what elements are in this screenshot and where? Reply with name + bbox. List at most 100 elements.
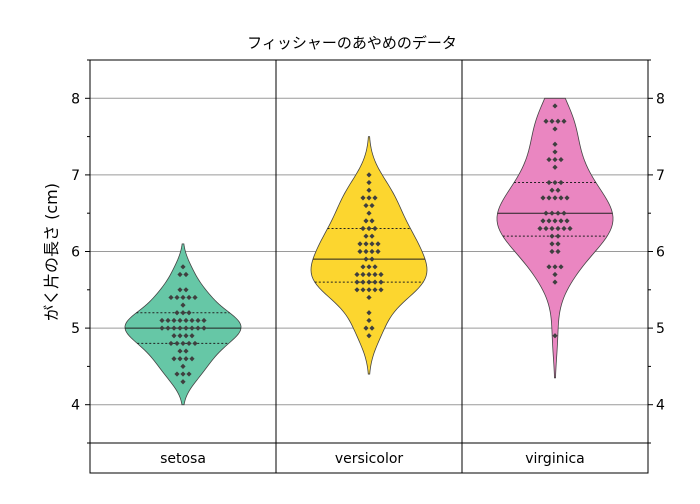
data-point: [366, 271, 372, 278]
data-point: [171, 333, 177, 339]
data-point: [369, 218, 375, 224]
data-point: [366, 172, 372, 178]
data-point: [552, 141, 558, 147]
data-point: [201, 325, 207, 331]
data-point: [552, 218, 558, 224]
y-tick-label-right: 4: [656, 398, 665, 414]
data-point: [549, 248, 555, 255]
category-label-versicolor: versicolor: [335, 451, 404, 467]
data-point: [180, 363, 186, 369]
data-point: [372, 264, 378, 270]
data-point: [186, 371, 192, 377]
data-point: [369, 248, 375, 255]
data-point: [183, 325, 189, 331]
data-point: [555, 225, 561, 232]
y-axis-label: がく片の長さ (cm): [42, 183, 61, 321]
data-point: [354, 279, 360, 285]
data-point: [369, 233, 375, 239]
data-point: [561, 225, 567, 232]
data-point: [564, 195, 570, 201]
data-point: [366, 179, 372, 186]
y-ticks: 4 4 5 5 6 6 7 7 8 8: [71, 59, 665, 444]
data-point: [369, 325, 375, 331]
data-point: [180, 379, 186, 385]
data-point: [372, 287, 378, 293]
data-point: [183, 271, 189, 278]
data-point: [372, 279, 378, 285]
data-point: [546, 264, 552, 270]
data-point: [558, 218, 564, 224]
data-point: [558, 179, 564, 186]
data-point: [369, 202, 375, 209]
violin-body-versicolor: [310, 136, 428, 375]
data-point: [546, 218, 552, 224]
data-point: [366, 294, 372, 301]
violin-body-virginica: [496, 97, 614, 379]
data-point: [171, 317, 177, 324]
data-point: [165, 317, 171, 324]
data-point: [192, 294, 198, 301]
data-point: [540, 218, 546, 224]
data-point: [372, 225, 378, 232]
data-point: [189, 333, 195, 339]
category-labels: setosa versicolor virginica: [160, 451, 585, 467]
data-point: [552, 333, 558, 339]
y-tick-label-left: 7: [71, 168, 80, 184]
data-point: [360, 225, 366, 232]
data-point: [177, 317, 183, 324]
data-point: [546, 179, 552, 186]
data-point: [177, 348, 183, 354]
data-point: [549, 225, 555, 232]
data-point: [561, 118, 567, 124]
y-tick-label-left: 4: [71, 398, 80, 414]
data-point: [177, 271, 183, 278]
data-point: [558, 156, 564, 163]
data-point: [201, 317, 207, 324]
data-point: [546, 195, 552, 201]
data-point: [366, 187, 372, 193]
data-point: [555, 248, 561, 255]
data-point: [366, 333, 372, 339]
data-point: [171, 356, 177, 362]
data-point: [360, 264, 366, 270]
data-point: [354, 271, 360, 278]
data-point: [549, 241, 555, 247]
data-point: [552, 179, 558, 186]
data-point: [366, 225, 372, 232]
data-point: [375, 248, 381, 255]
data-point: [180, 340, 186, 347]
data-point: [195, 325, 201, 331]
data-point: [540, 195, 546, 201]
data-point: [177, 325, 183, 331]
data-point: [372, 195, 378, 201]
data-point: [552, 195, 558, 201]
data-point: [363, 233, 369, 239]
data-point: [186, 294, 192, 301]
data-point: [366, 210, 372, 216]
data-point: [552, 164, 558, 170]
data-point: [360, 271, 366, 278]
data-point: [552, 271, 558, 278]
y-tick-label-right: 8: [656, 91, 665, 107]
data-point: [183, 287, 189, 293]
data-point: [363, 202, 369, 209]
data-point: [363, 218, 369, 224]
violin-body-setosa: [124, 243, 242, 406]
data-point: [189, 317, 195, 324]
data-point: [180, 371, 186, 377]
data-point: [366, 279, 372, 285]
violins: [124, 97, 614, 406]
data-point: [552, 279, 558, 285]
y-tick-label-right: 7: [656, 168, 665, 184]
data-point: [369, 241, 375, 247]
data-point: [174, 340, 180, 347]
data-point: [186, 310, 192, 316]
data-point: [549, 118, 555, 124]
category-label-virginica: virginica: [525, 451, 585, 467]
data-point: [363, 256, 369, 262]
data-point: [354, 287, 360, 293]
data-point: [369, 256, 375, 262]
data-point: [183, 333, 189, 339]
